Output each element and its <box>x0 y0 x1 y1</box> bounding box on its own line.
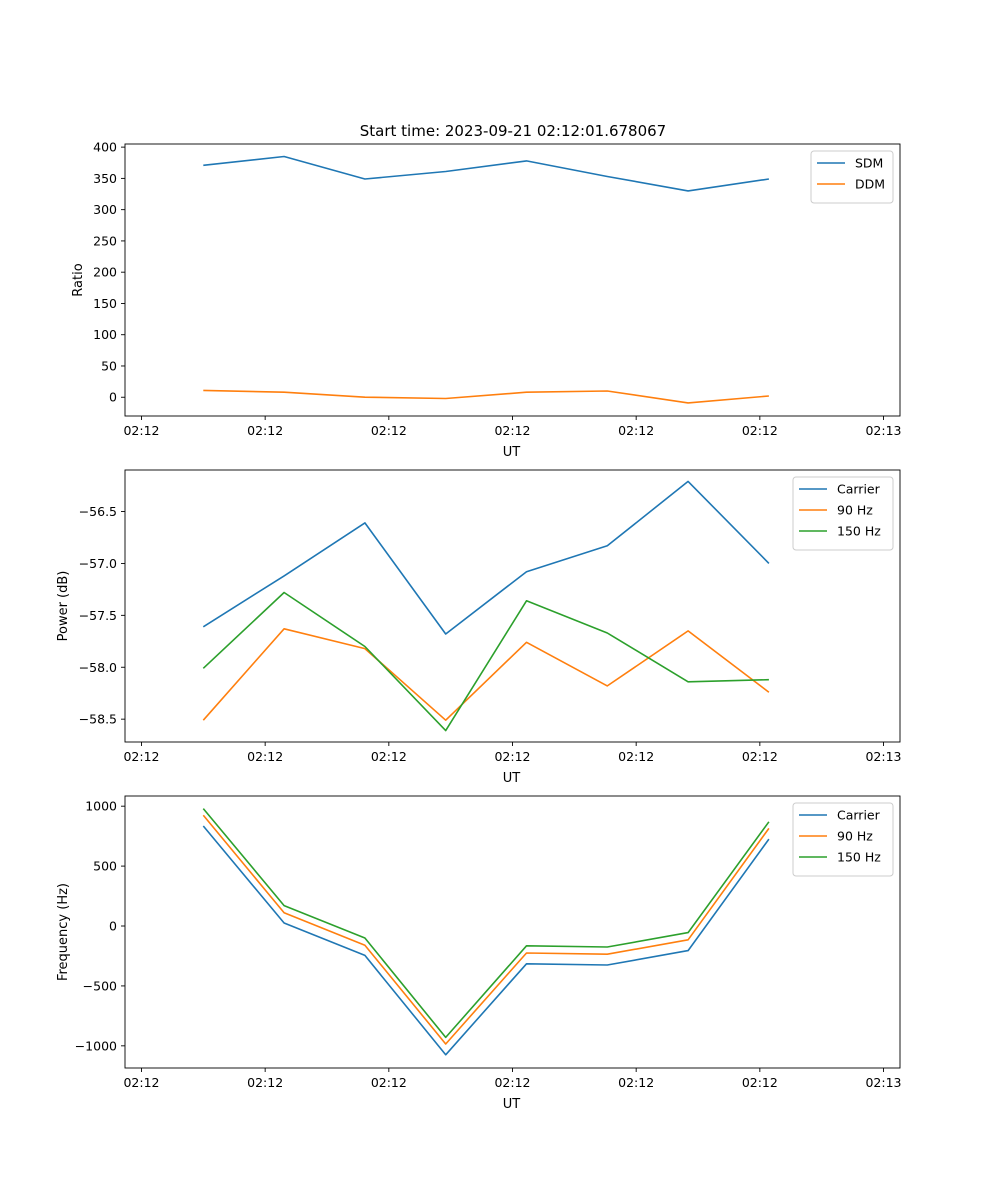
chart-panel-2: 02:12 02:12 02:12 02:12 02:12 02:12 02:13 −58.5… <box>56 469 902 786</box>
series-line-3-2 <box>202 814 770 1045</box>
legend-label: 150 Hz <box>837 850 881 865</box>
x-tick-label: 02:12 <box>371 1075 407 1090</box>
x-tick-label: 02:12 <box>371 423 407 438</box>
y-tick-label: 0 <box>109 919 117 934</box>
x-tick-label: 02:13 <box>865 423 901 438</box>
y-tick-label: 500 <box>93 859 117 874</box>
x-tick-label: 02:12 <box>247 1075 283 1090</box>
chart-panel-1: 02:12 02:12 02:12 02:12 02:12 02:12 02:13 0 50 10… <box>71 140 901 460</box>
y-tick-label: 1000 <box>85 799 117 814</box>
x-tick-label: 02:13 <box>865 749 901 764</box>
series-line-1-1 <box>203 155 770 192</box>
x-tick-label: 02:12 <box>123 1075 159 1090</box>
series-line-2-3 <box>202 591 769 732</box>
x-tick-label: 02:12 <box>494 749 530 764</box>
legend-label: 90 Hz <box>837 503 873 518</box>
y-tick-label: 400 <box>93 140 117 155</box>
legend-box <box>810 150 894 204</box>
y-tick-label: 250 <box>93 233 117 248</box>
x-tick-label: 02:12 <box>494 1075 530 1090</box>
legend-label: 90 Hz <box>837 829 873 844</box>
y-tick-label: −57.5 <box>79 608 117 623</box>
x-axis-label: UT <box>503 445 521 460</box>
y-tick-label: −57.0 <box>79 556 117 571</box>
series-line-1-2 <box>203 389 769 404</box>
y-axis-label: Frequency (Hz) <box>56 883 71 981</box>
y-tick-label: 50 <box>101 358 117 373</box>
charts-container: 02:12 02:12 02:12 02:12 02:12 02:12 02:13 0 50 10… <box>56 140 902 1112</box>
x-tick-label: 02:12 <box>247 749 283 764</box>
chart-panel-3: 02:12 02:12 02:12 02:12 02:12 02:12 02:13 −1000… <box>56 795 902 1112</box>
legend-label: DDM <box>855 177 885 192</box>
x-axis-label: UT <box>503 771 521 786</box>
x-tick-label: 02:12 <box>494 423 530 438</box>
legend-1: SDM DDM <box>810 150 894 204</box>
y-tick-label: −58.0 <box>79 660 117 675</box>
x-tick-label: 02:12 <box>618 423 654 438</box>
x-axis-label: UT <box>503 1097 521 1112</box>
y-tick-label: 150 <box>93 296 117 311</box>
y-tick-label: −1000 <box>75 1038 117 1053</box>
x-tick-label: 02:12 <box>742 1075 778 1090</box>
x-tick-label: 02:12 <box>123 423 159 438</box>
x-tick-label: 02:12 <box>123 749 159 764</box>
x-tick-label: 02:12 <box>371 749 407 764</box>
y-axis-label: Power (dB) <box>56 571 71 642</box>
y-tick-label: −500 <box>83 978 117 993</box>
x-tick-label: 02:12 <box>742 423 778 438</box>
y-tick-label: 300 <box>93 202 117 217</box>
series-line-3-1 <box>202 825 770 1056</box>
y-tick-label: 350 <box>93 171 117 186</box>
y-axis-label: Ratio <box>71 263 86 296</box>
legend-2: Carrier 90 Hz 150 Hz <box>792 476 894 551</box>
series-line-2-1 <box>202 480 770 635</box>
y-tick-label: −58.5 <box>79 712 117 727</box>
x-tick-label: 02:12 <box>618 749 654 764</box>
y-tick-label: 0 <box>109 390 117 405</box>
x-tick-label: 02:12 <box>247 423 283 438</box>
legend-label: Carrier <box>837 808 881 823</box>
legend-label: Carrier <box>837 482 881 497</box>
x-tick-label: 02:12 <box>618 1075 654 1090</box>
figure-title: Start time: 2023-09-21 02:12:01.678067 <box>360 122 666 140</box>
series-line-2-2 <box>202 627 770 722</box>
legend-3: Carrier 90 Hz 150 Hz <box>792 802 894 877</box>
x-tick-label: 02:13 <box>865 1075 901 1090</box>
legend-label: SDM <box>855 156 883 171</box>
y-tick-label: 200 <box>93 265 117 280</box>
x-tick-label: 02:12 <box>742 749 778 764</box>
y-tick-label: −56.5 <box>79 504 117 519</box>
legend-label: 150 Hz <box>837 524 881 539</box>
y-tick-label: 100 <box>93 327 117 342</box>
series-line-3-3 <box>202 808 770 1039</box>
